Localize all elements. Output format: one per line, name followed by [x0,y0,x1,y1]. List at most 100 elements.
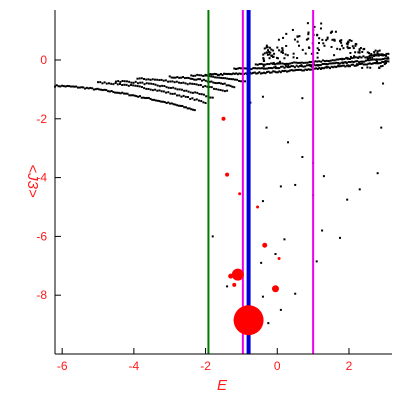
data-point [222,77,225,80]
data-point [370,54,373,57]
data-point [295,68,298,71]
data-point [271,67,274,70]
data-point [192,108,195,111]
data-point [358,188,361,191]
data-point [308,60,311,63]
data-point [354,56,357,59]
data-point [221,89,224,92]
data-point [307,31,310,34]
data-point [321,38,324,41]
data-point [183,77,186,80]
data-point [189,97,192,100]
data-point [151,89,154,92]
data-point [132,84,135,87]
data-point [350,63,353,66]
data-point [327,59,330,62]
data-point [271,55,274,58]
data-point [195,98,198,101]
data-point [356,60,359,63]
data-point [273,52,276,55]
data-point [273,66,276,69]
data-point [259,72,262,75]
data-point [301,156,304,159]
data-point [231,85,234,88]
data-point [161,100,164,103]
data-point [250,72,253,75]
data-point [103,81,106,84]
data-point [200,100,203,103]
data-point [387,52,390,55]
data-point [252,71,255,74]
data-point [307,33,310,36]
data-point [265,126,268,129]
data-point [225,84,228,87]
data-point [333,62,336,65]
data-point [156,89,159,92]
data-point [261,200,264,203]
data-point [379,61,382,64]
data-point [316,68,319,71]
data-point [357,57,360,60]
data-point [195,83,198,86]
data-point [367,58,370,61]
data-point [282,36,285,39]
data-point [321,63,324,66]
data-point [357,51,360,54]
data-point [337,64,340,67]
data-point [340,44,343,47]
data-point [126,92,129,95]
data-point [277,62,280,65]
data-point [189,77,192,80]
data-point [266,67,269,70]
data-point [286,66,289,69]
data-point [361,50,364,53]
data-point [333,59,336,62]
data-point [379,65,382,68]
x-tick-label: 0 [274,359,281,373]
data-point [213,72,216,75]
data-point [275,71,278,74]
data-point [84,87,87,90]
data-point [191,77,194,80]
data-point [351,60,354,63]
data-point [348,46,351,49]
data-point [136,82,139,85]
data-point [283,57,286,60]
data-point [354,51,357,54]
data-point [270,62,273,65]
data-point [147,96,150,99]
data-point [219,89,222,92]
data-point [317,42,320,45]
data-point [272,70,275,73]
data-point [180,82,183,85]
data-point [371,56,374,59]
data-point [316,60,319,63]
data-point [263,59,266,62]
data-point [377,53,380,56]
data-point [274,67,277,70]
data-point [335,61,338,64]
data-point [266,63,269,66]
red-bubble [228,273,234,279]
data-point [162,90,165,93]
data-point [301,97,304,100]
data-point [123,80,126,83]
data-point [75,85,78,88]
data-point [210,73,213,76]
data-point [372,54,375,57]
data-point [184,106,187,109]
data-point [299,64,302,67]
data-point [279,185,282,188]
red-bubble [232,282,237,287]
data-point [357,61,360,64]
data-point [221,73,224,76]
data-point [291,28,294,31]
data-point [349,55,352,58]
data-point [309,64,312,67]
data-point [181,104,184,107]
data-point [297,61,300,64]
data-point [307,64,310,67]
data-point [230,73,233,76]
data-point [169,86,172,89]
data-point [112,91,115,94]
